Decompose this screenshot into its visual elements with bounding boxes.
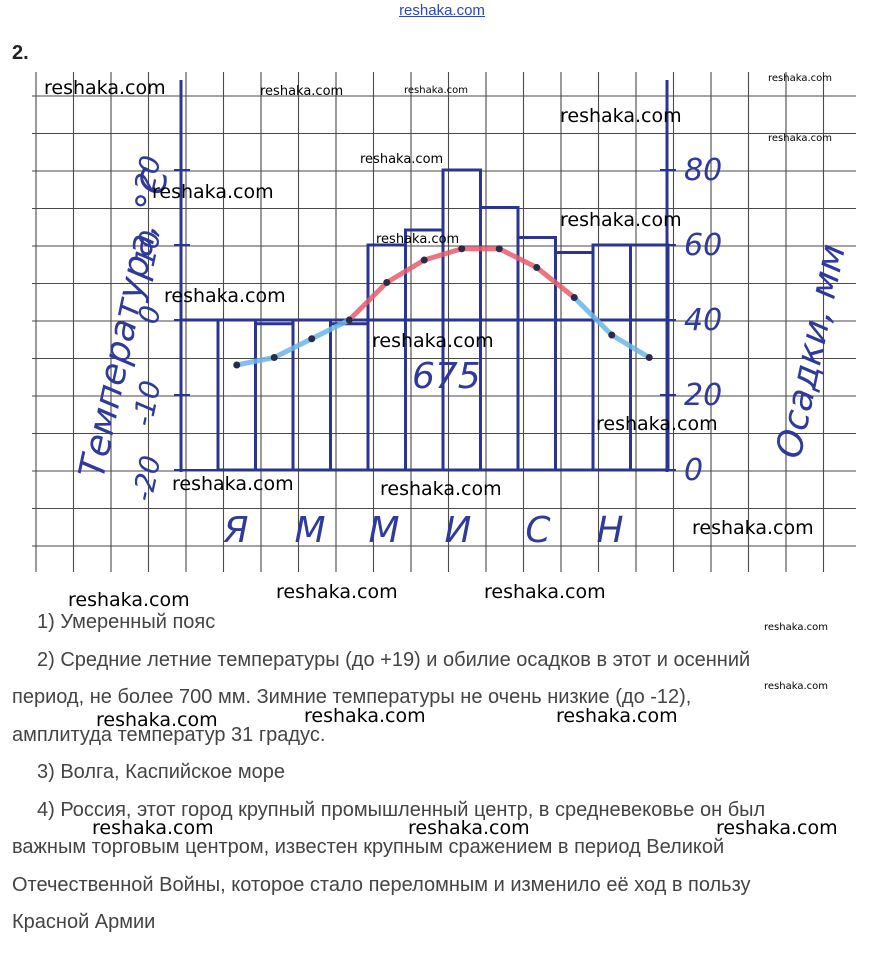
watermark: reshaka.com bbox=[152, 181, 274, 203]
watermark: reshaka.com bbox=[360, 152, 444, 167]
temperature-segment bbox=[384, 257, 427, 285]
month-label: С bbox=[525, 510, 551, 551]
temperature-segment bbox=[271, 336, 315, 360]
watermark: reshaka.com bbox=[92, 817, 214, 839]
temperature-point bbox=[533, 264, 541, 271]
answer-2-line-2: период, не более 700 мм. Зимние температ… bbox=[12, 686, 692, 708]
annual-precipitation-label: 675 bbox=[412, 356, 481, 397]
watermark: reshaka.com bbox=[764, 681, 828, 692]
month-label: М bbox=[368, 510, 399, 551]
watermark: reshaka.com bbox=[276, 581, 398, 603]
answer-4-line-1: 4) Россия, этот город крупный промышленн… bbox=[37, 798, 766, 821]
temperature-segment bbox=[496, 246, 540, 270]
watermark: reshaka.com bbox=[716, 817, 838, 839]
answer-4-line-4: Красной Армии bbox=[12, 911, 156, 933]
watermark: reshaka.com bbox=[404, 85, 468, 96]
month-label: Я bbox=[222, 510, 248, 551]
watermark: reshaka.com bbox=[172, 473, 294, 495]
watermark: reshaka.com bbox=[44, 77, 166, 99]
watermark: reshaka.com bbox=[556, 705, 678, 727]
watermark: reshaka.com bbox=[768, 73, 832, 84]
temperature-segment bbox=[234, 355, 277, 368]
right-axis-tick-label: 0 bbox=[684, 453, 703, 488]
watermark: reshaka.com bbox=[596, 413, 718, 435]
watermark: reshaka.com bbox=[68, 589, 190, 611]
answer-4-line-2: важным торговым центром, известен крупны… bbox=[12, 836, 725, 858]
temperature-point bbox=[345, 316, 353, 324]
temperature-segment bbox=[534, 265, 577, 300]
watermark: reshaka.com bbox=[376, 232, 460, 247]
temperature-point bbox=[570, 294, 578, 301]
answer-2-line-1: 2) Средние летние температуры (до +19) и… bbox=[37, 648, 751, 671]
watermark: reshaka.com bbox=[768, 133, 832, 144]
answer-1: 1) Умеренный пояс bbox=[37, 611, 216, 633]
right-axis-tick-label: 60 bbox=[684, 228, 722, 263]
watermark: reshaka.com bbox=[164, 285, 286, 307]
temperature-point bbox=[233, 361, 241, 369]
right-axis-tick-label: 80 bbox=[684, 153, 722, 188]
watermark: reshaka.com bbox=[408, 817, 530, 839]
watermark: reshaka.com bbox=[560, 105, 682, 127]
temperature-point bbox=[308, 335, 316, 343]
left-axis-tick-label: 20 bbox=[128, 153, 168, 195]
watermark: reshaka.com bbox=[260, 84, 344, 99]
temperature-point bbox=[270, 354, 278, 361]
temperature-segment bbox=[609, 332, 652, 360]
month-label: М bbox=[294, 510, 325, 551]
right-axis-tick-label: 40 bbox=[684, 303, 722, 338]
temperature-point bbox=[420, 256, 428, 264]
site-header-link[interactable]: reshaka.com bbox=[399, 2, 485, 19]
temperature-point bbox=[645, 354, 653, 361]
answer-3: 3) Волга, Каспийское море bbox=[37, 761, 285, 783]
month-label: И bbox=[445, 510, 472, 551]
task-number: 2. bbox=[12, 42, 29, 64]
right-axis-tick-label: 20 bbox=[684, 378, 722, 413]
watermark: reshaka.com bbox=[380, 478, 502, 500]
answers-block: 1) Умеренный пояс 2) Средние летние темп… bbox=[12, 604, 842, 942]
temperature-segment bbox=[571, 295, 615, 338]
watermark: reshaka.com bbox=[372, 330, 494, 352]
watermark: reshaka.com bbox=[692, 517, 814, 539]
temperature-point bbox=[458, 245, 466, 253]
left-axis-tick-label: 10 bbox=[128, 228, 168, 270]
answer-2-line-3: амплитуда температур 31 градус. bbox=[12, 723, 326, 746]
temperature-segment bbox=[421, 246, 465, 263]
temperature-segment bbox=[346, 280, 390, 323]
watermark: reshaka.com bbox=[304, 705, 426, 727]
temperature-point bbox=[495, 245, 503, 253]
temperature-point bbox=[608, 331, 616, 339]
temperature-curve bbox=[233, 245, 653, 369]
watermark: reshaka.com bbox=[96, 709, 218, 731]
answer-4-line-3: Отечественной Войны, которое стало перел… bbox=[12, 873, 751, 896]
temperature-point bbox=[383, 279, 391, 286]
watermark: reshaka.com bbox=[560, 209, 682, 231]
watermark: reshaka.com bbox=[484, 581, 606, 603]
temperature-segment bbox=[309, 317, 352, 342]
month-label: Н bbox=[596, 510, 623, 551]
watermark: reshaka.com bbox=[764, 622, 828, 633]
